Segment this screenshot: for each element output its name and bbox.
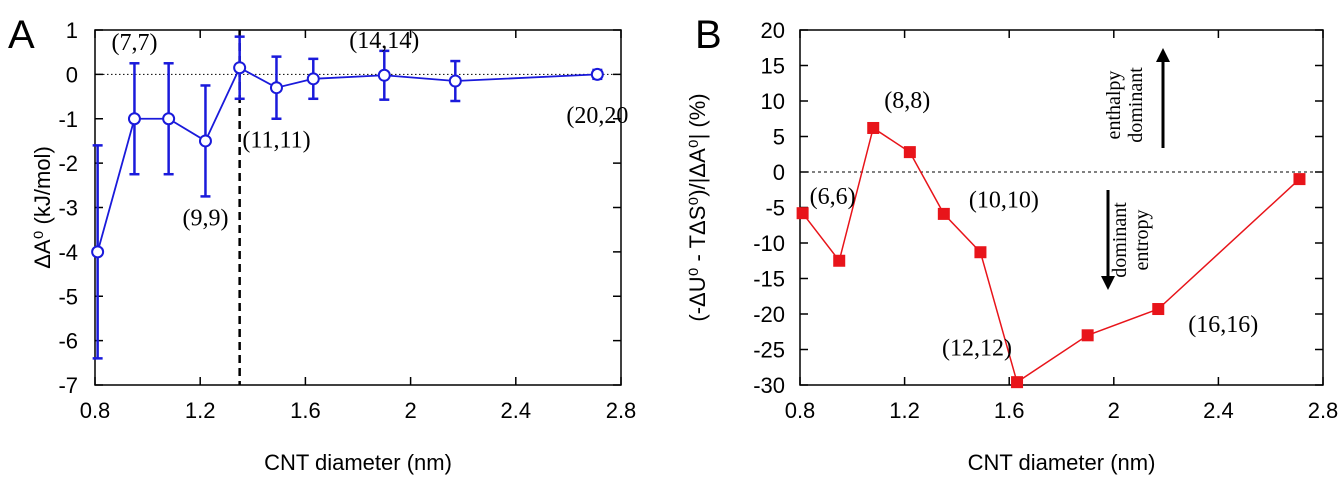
data-point xyxy=(1011,376,1024,389)
annotations-a: (7,7) (9,9) (11,11) (14,14) (20,20 xyxy=(111,28,628,232)
y-tick-label: -5 xyxy=(765,196,785,221)
x-tick-label: 1.6 xyxy=(290,398,321,423)
y-tick-label: -20 xyxy=(753,302,785,327)
y-tick-label: -5 xyxy=(58,284,78,309)
point-annotation: (10,10) xyxy=(969,188,1039,214)
data-point xyxy=(867,121,880,134)
y-tick-label: -10 xyxy=(753,231,785,256)
series-line xyxy=(802,126,1300,384)
x-tick-label: 0.8 xyxy=(80,398,111,423)
data-markers-a xyxy=(91,61,604,259)
series-line-a xyxy=(96,66,598,253)
x-axis-ticks-b: 0.8 1.2 1.6 2 2.4 2.8 xyxy=(785,30,1339,423)
enthalpy-label: enthalpy xyxy=(1103,71,1125,140)
x-tick-label: 2.8 xyxy=(1308,398,1339,423)
y-tick-label: -1 xyxy=(58,107,78,132)
y-axis-label-b: (-ΔU⁰ - TΔS⁰)/|ΔA⁰| (%) xyxy=(685,93,710,321)
series-line-b xyxy=(802,126,1300,384)
x-tick-label: 2.8 xyxy=(606,398,637,423)
data-point xyxy=(127,112,141,126)
data-point xyxy=(1081,329,1094,342)
point-annotation: (7,7) xyxy=(111,30,157,56)
y-axis-ticks-b: 20 15 10 5 0 -5 -10 -15 -20 -25 -30 xyxy=(753,18,1323,398)
point-annotation: (14,14) xyxy=(349,28,419,54)
y-tick-label: 1 xyxy=(66,18,78,43)
panel-label-a: A xyxy=(8,13,35,57)
point-annotation: (20,20 xyxy=(566,103,628,129)
x-tick-label: 0.8 xyxy=(785,398,816,423)
y-tick-label: 0 xyxy=(66,62,78,87)
point-annotation: (9,9) xyxy=(182,205,228,231)
data-point xyxy=(937,207,950,220)
arrow-up-icon xyxy=(1156,48,1170,148)
arrow-head xyxy=(1101,276,1115,290)
y-tick-label: 5 xyxy=(773,125,785,150)
panel-b: B 0.8 1.2 1.6 2 2.4 2.8 20 15 10 5 0 -5 -10 -15 -20 -2… xyxy=(685,13,1338,475)
y-tick-label: 20 xyxy=(761,18,785,43)
x-axis-label-a: CNT diameter (nm) xyxy=(264,450,452,475)
data-markers-b xyxy=(796,121,1306,389)
point-annotation: (6,6) xyxy=(810,184,856,210)
data-point xyxy=(306,72,320,86)
annotations-b: (6,6) (8,8) (10,10) (12,12) (16,16) xyxy=(810,88,1259,361)
data-point xyxy=(448,74,462,88)
y-axis-ticks-a: 1 0 -1 -2 -3 -4 -5 -6 -7 xyxy=(58,18,621,398)
y-tick-label: -30 xyxy=(753,373,785,398)
y-axis-label-a: ΔA⁰ (kJ/mol) xyxy=(30,146,55,269)
y-tick-label: 0 xyxy=(773,160,785,185)
data-point xyxy=(198,134,212,148)
arrow-down-icon xyxy=(1101,190,1115,290)
arrow-head xyxy=(1156,48,1170,62)
data-point xyxy=(590,67,604,81)
dominance-indicators: enthalpy dominant entropy dominant xyxy=(1101,48,1170,290)
y-tick-label: -7 xyxy=(58,373,78,398)
y-tick-label: -6 xyxy=(58,329,78,354)
point-annotation: (11,11) xyxy=(242,128,310,154)
point-annotation: (12,12) xyxy=(942,336,1012,362)
data-point xyxy=(796,207,809,220)
x-axis-label-b: CNT diameter (nm) xyxy=(968,450,1156,475)
x-axis-ticks-a: 0.8 1.2 1.6 2 2.4 2.8 xyxy=(80,30,637,423)
y-tick-label: -15 xyxy=(753,267,785,292)
data-point xyxy=(1293,173,1306,186)
y-tick-label: -3 xyxy=(58,196,78,221)
point-annotation: (8,8) xyxy=(884,88,930,114)
entropy-label: entropy xyxy=(1131,209,1153,270)
plot-frame-a xyxy=(94,29,622,386)
x-tick-label: 2.4 xyxy=(1203,398,1234,423)
x-tick-label: 1.2 xyxy=(185,398,216,423)
x-tick-label: 1.2 xyxy=(889,398,920,423)
panel-label-b: B xyxy=(695,13,722,57)
series-line xyxy=(96,66,598,253)
y-tick-label: 15 xyxy=(761,54,785,79)
data-point xyxy=(233,61,247,75)
data-point xyxy=(269,81,283,95)
data-point xyxy=(377,68,391,82)
data-point xyxy=(974,246,987,259)
x-tick-label: 1.6 xyxy=(994,398,1025,423)
panel-a: A 0.8 1.2 1.6 2 2.4 2.8 1 0 -1 -2 -3 -4 -5 -6 -7 (7,7… xyxy=(8,13,636,475)
x-tick-label: 2.4 xyxy=(501,398,532,423)
y-tick-label: -4 xyxy=(58,240,78,265)
data-point xyxy=(903,146,916,159)
x-tick-label: 2 xyxy=(404,398,416,423)
data-point xyxy=(1152,303,1165,316)
data-point xyxy=(91,245,105,259)
y-tick-label: -25 xyxy=(753,338,785,363)
error-bars-a xyxy=(92,35,603,360)
y-tick-label: -2 xyxy=(58,151,78,176)
data-point xyxy=(833,254,846,267)
x-tick-label: 2 xyxy=(1108,398,1120,423)
y-tick-label: 10 xyxy=(761,89,785,114)
data-point xyxy=(162,112,176,126)
enthalpy-dominant-label: dominant xyxy=(1125,67,1147,143)
point-annotation: (16,16) xyxy=(1188,312,1258,338)
entropy-dominant-label: dominant xyxy=(1109,202,1131,278)
